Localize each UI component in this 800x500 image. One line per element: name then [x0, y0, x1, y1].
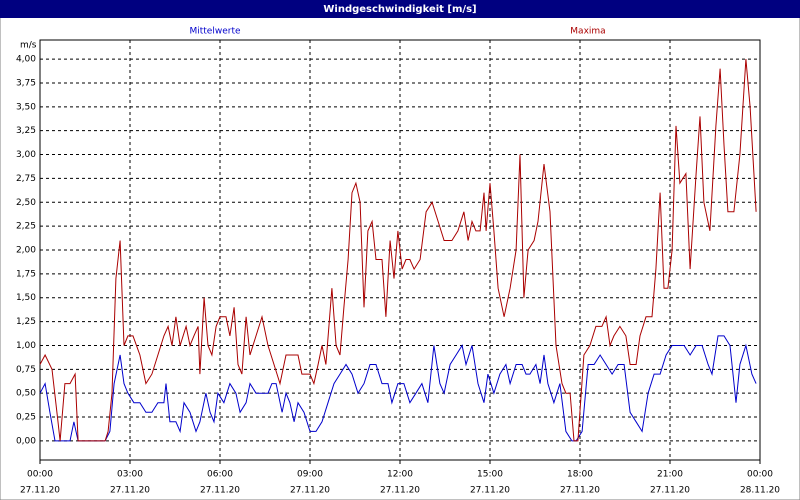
y-tick-label: 2,25 — [16, 222, 36, 232]
y-tick-label: 4,00 — [16, 55, 36, 65]
series-line — [39, 59, 757, 442]
x-tick-date: 27.11.20 — [470, 486, 510, 496]
x-tick-label: 06:00 — [207, 470, 233, 480]
x-tick-date: 28.11.20 — [740, 486, 780, 496]
y-tick-label: 0,75 — [16, 365, 36, 375]
title-bar — [0, 0, 800, 18]
x-tick-label: 00:00 — [747, 470, 773, 480]
x-tick-label: 21:00 — [657, 470, 683, 480]
x-tick-label: 09:00 — [297, 470, 323, 480]
x-tick-label: 18:00 — [567, 470, 593, 480]
series-line — [39, 335, 757, 442]
x-tick-date: 27.11.20 — [110, 486, 150, 496]
y-tick-label: 0,50 — [16, 389, 36, 399]
chart-title: Windgeschwindigkeit [m/s] — [323, 4, 476, 15]
y-tick-label: 1,25 — [16, 317, 36, 327]
y-axis-label: m/s — [20, 41, 37, 51]
y-tick-label: 3,50 — [16, 102, 36, 112]
x-tick-date: 27.11.20 — [380, 486, 420, 496]
y-tick-label: 1,75 — [16, 269, 36, 279]
legend-entry: Mittelwerte — [189, 27, 240, 37]
x-tick-date: 27.11.20 — [650, 486, 690, 496]
legend-entry: Maxima — [570, 27, 605, 37]
y-tick-label: 3,25 — [16, 126, 36, 136]
x-tick-label: 12:00 — [387, 470, 413, 480]
y-tick-label: 3,00 — [16, 150, 36, 160]
x-tick-label: 15:00 — [477, 470, 503, 480]
x-tick-date: 27.11.20 — [20, 486, 60, 496]
y-tick-label: 2,50 — [16, 198, 36, 208]
x-tick-date: 27.11.20 — [200, 486, 240, 496]
y-tick-label: 0,00 — [16, 436, 36, 446]
y-tick-label: 1,00 — [16, 341, 36, 351]
x-tick-label: 03:00 — [117, 470, 143, 480]
y-tick-label: 1,50 — [16, 293, 36, 303]
y-tick-label: 3,75 — [16, 78, 36, 88]
y-tick-label: 0,25 — [16, 413, 36, 423]
x-tick-label: 00:00 — [27, 470, 53, 480]
x-tick-date: 27.11.20 — [560, 486, 600, 496]
y-tick-label: 2,75 — [16, 174, 36, 184]
y-tick-label: 2,00 — [16, 246, 36, 256]
x-tick-date: 27.11.20 — [290, 486, 330, 496]
